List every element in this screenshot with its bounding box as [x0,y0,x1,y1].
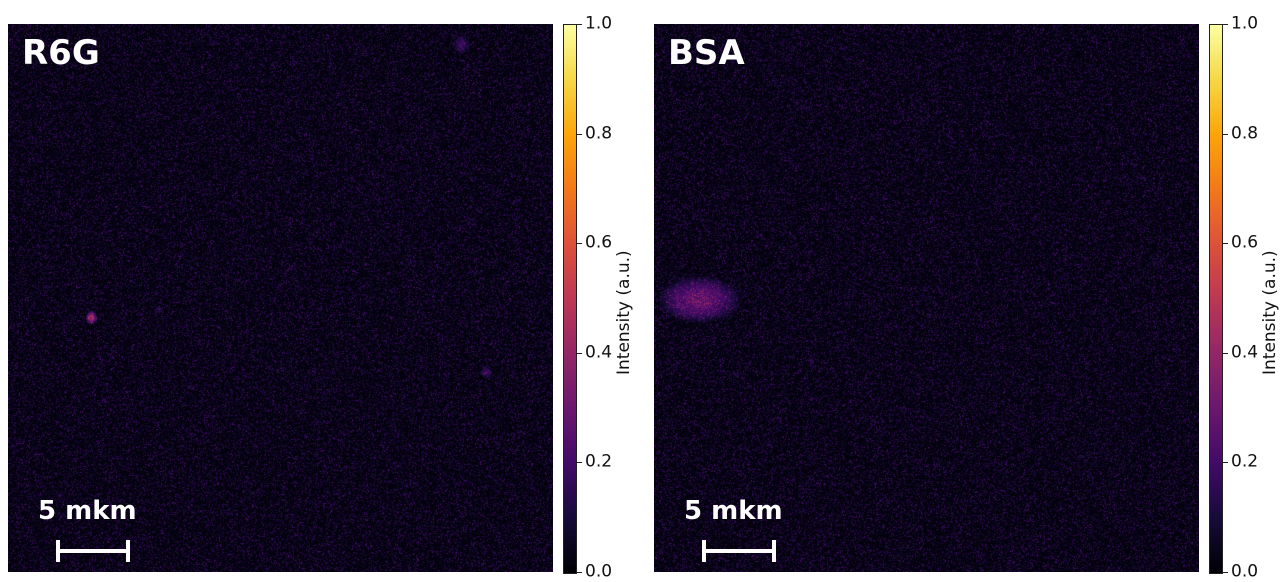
colorbar [1209,24,1223,574]
colorbar-tick-label: 1.0 [585,13,613,34]
colorbar-tick-label: 0.4 [585,342,613,363]
panel-title: BSA [668,33,745,73]
panel-title: R6G [22,33,100,73]
image-panel-bsa: BSA 5 mkm [654,24,1199,572]
colorbar-tick-label: 0.8 [1231,123,1259,144]
scalebar [702,540,776,562]
colorbar-tick-label: 0.0 [585,561,613,582]
colorbar-tick [1223,24,1228,25]
colorbar-tick-label: 0.2 [585,451,613,472]
colorbar-tick-label: 0.6 [1231,232,1259,253]
colorbar-tick-label: 0.4 [1231,342,1259,363]
colorbar-tick-label: 0.2 [1231,451,1259,472]
scalebar-label: 5 mkm [38,496,137,526]
colorbar-ticks: 0.0 0.2 0.4 0.6 0.8 1.0 [577,15,637,580]
fluorescence-image [8,24,553,572]
colorbar-tick-label: 0.0 [1231,561,1259,582]
colorbar-ticks: 0.0 0.2 0.4 0.6 0.8 1.0 [1223,15,1283,580]
colorbar-tick [1223,572,1228,573]
colorbar-tick [1223,352,1228,354]
fluorescence-image [654,24,1199,572]
image-panel-r6g: R6G 5 mkm [8,24,553,572]
colorbar-tick [577,133,582,135]
colorbar-tick-label: 1.0 [1231,13,1259,34]
scalebar-label: 5 mkm [684,496,783,526]
colorbar-tick-label: 0.6 [585,232,613,253]
colorbar-tick [577,24,582,25]
colorbar-tick [577,572,582,573]
colorbar-tick [577,243,582,245]
colorbar-tick [1223,462,1228,464]
colorbar-label: Intensity (a.u.) [614,250,634,375]
colorbar-tick [577,352,582,354]
colorbar-tick [1223,243,1228,245]
colorbar-tick [577,462,582,464]
colorbar-tick [1223,133,1228,135]
colorbar-label: Intensity (a.u.) [1260,250,1280,375]
scalebar [56,540,130,562]
colorbar-tick-label: 0.8 [585,123,613,144]
colorbar [563,24,577,574]
